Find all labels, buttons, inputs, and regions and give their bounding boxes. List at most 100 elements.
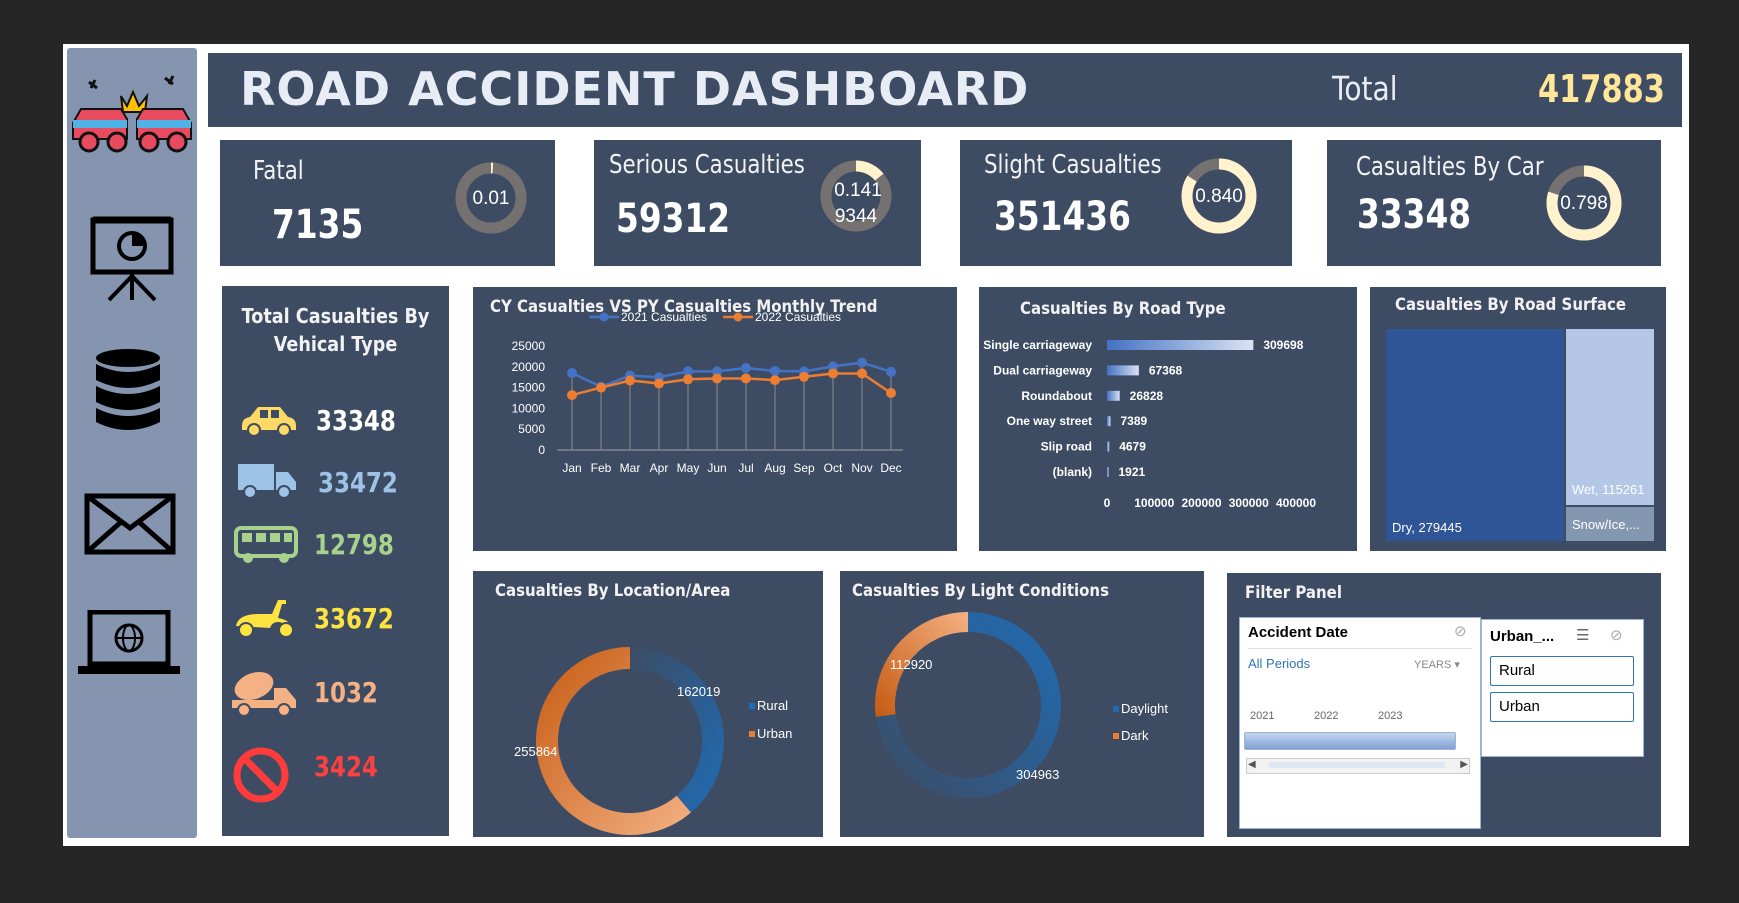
value-label: 7389 [1120,414,1147,428]
scroll-left-icon[interactable]: ◀ [1248,759,1256,770]
kpi-card-fatal: Fatal 7135 0.01 [220,140,555,266]
date-slicer: Accident Date ⊘ All Periods YEARS ▾ 2021… [1239,617,1481,829]
date-slicer-title: Accident Date [1248,624,1349,641]
kpi-card-slight: Slight Casualties 351436 0.840 [960,140,1292,266]
category-label: Single carriageway [983,338,1092,352]
data-point [799,371,809,382]
legend-marker [733,312,743,322]
bar [1107,467,1109,477]
data-point [857,357,867,368]
scroll-right-icon[interactable]: ▶ [1460,759,1468,770]
x-tick-label: Feb [591,461,612,475]
data-point [886,366,896,377]
timeline-scrollbar[interactable]: ◀ ▶ [1246,758,1470,774]
data-point [596,382,606,393]
vehicle-value-car: 33348 [316,404,396,437]
kpi-ratio-ring: 0.01 [455,162,527,234]
data-point [828,368,838,379]
category-label: Slip road [1041,440,1092,454]
donut-slice-urban [536,647,691,835]
vehicle-value-bus: 12798 [314,528,394,561]
database-icon[interactable] [93,348,163,434]
light-donut-chart: 112920 304963 Daylight Dark [875,612,1168,798]
presentation-chart-icon[interactable] [89,216,175,302]
multi-select-icon[interactable]: ☰ [1576,627,1590,644]
vehicle-type-panel: Total Casualties By Vehical Type 33348 3… [222,286,449,836]
page-title: ROAD ACCIDENT DASHBOARD [240,62,1030,116]
x-tick-label: Dec [880,461,901,475]
kpi-ratio-label: 0.01 [473,188,510,209]
vehicle-value-scooter: 33672 [314,602,394,635]
x-tick-label: Oct [824,461,843,475]
value-label: 309698 [1263,338,1303,352]
legend-marker [599,312,609,322]
vehicle-value-mixer: 1032 [314,676,378,709]
cement-mixer-icon [232,671,296,717]
road-surface-panel: Casualties By Road Surface Dry, 279445 W… [1370,287,1666,551]
value-label: 67368 [1149,363,1183,377]
kpi-sub-label: 9344 [835,206,878,227]
data-point [567,368,577,379]
kpi-ratio-ring: 0.141 9344 [820,160,892,232]
x-tick-label: 400000 [1276,496,1316,510]
bar [1107,441,1110,452]
data-point [770,375,780,386]
treemap-tile-snow: Snow/Ice,... [1566,507,1654,541]
x-tick-label: Nov [851,461,872,475]
mail-icon[interactable] [84,493,176,555]
x-tick-label: 200000 [1181,496,1221,510]
x-tick-label: Sep [793,461,815,475]
urban-value-label: 255864 [514,744,557,759]
location-title: Casualties By Location/Area [495,581,731,601]
data-point [828,361,838,372]
option-rural[interactable]: Rural [1490,656,1634,686]
x-tick-label: Apr [650,461,669,475]
kpi-card-serious: Serious Casualties 59312 0.141 9344 [594,140,921,266]
light-title: Casualties By Light Conditions [852,581,1109,601]
kpi-label: Slight Casualties [984,150,1162,180]
year-label: 2023 [1378,710,1403,722]
laptop-globe-icon[interactable] [76,610,182,676]
kpi-card-car: Casualties By Car 33348 0.798 [1327,140,1661,266]
donut-slice-rural [630,647,724,813]
clear-filter-icon[interactable]: ⊘ [1454,623,1467,640]
x-tick-label: Jun [707,461,726,475]
road-type-bar-chart: Single carriageway 309698 Dual carriageway… [983,338,1316,510]
kpi-ratio-label: 0.798 [1560,193,1608,214]
filter-panel: Filter Panel Accident Date ⊘ All Periods… [1227,573,1661,837]
kpi-label: Casualties By Car [1356,152,1544,182]
kpi-value: 7135 [272,202,364,248]
bar [1107,416,1111,427]
data-point [770,365,780,376]
data-point [712,366,722,377]
time-level-dropdown[interactable]: YEARS ▾ [1414,659,1460,671]
category-label: (blank) [1053,465,1092,479]
vehicle-value-other: 3424 [314,750,378,783]
legend-daylight: Daylight [1121,701,1168,716]
option-urban[interactable]: Urban [1490,692,1634,722]
road-surface-title: Casualties By Road Surface [1395,295,1626,315]
series-line [571,372,892,397]
x-tick-label: Aug [764,461,785,475]
kpi-label: Fatal [253,156,304,186]
y-tick-label: 5000 [518,422,545,436]
kpi-ratio-label: 0.840 [1195,186,1243,207]
car-crash-icon[interactable] [69,68,195,158]
y-tick-label: 0 [538,443,545,457]
car-icon [242,407,296,437]
trend-chart-panel: CY Casualties VS PY Casualties Monthly T… [473,287,957,551]
road-type-panel: Casualties By Road Type Single carriagew… [979,287,1357,551]
x-tick-label: Mar [620,461,641,475]
y-tick-label: 20000 [512,360,546,374]
value-label: 4679 [1119,440,1146,454]
vehicle-value-truck: 33472 [318,466,398,499]
data-point [567,390,577,401]
truck-icon [238,464,296,499]
timeline-range-bar[interactable] [1244,732,1456,750]
data-point [654,378,664,389]
kpi-value: 351436 [994,194,1131,240]
clear-filter-icon[interactable]: ⊘ [1610,627,1623,644]
header-bar: ROAD ACCIDENT DASHBOARD Total 417883 [208,53,1682,127]
legend-rural: Rural [757,698,788,713]
treemap-tile-dry: Dry, 279445 [1386,329,1564,541]
